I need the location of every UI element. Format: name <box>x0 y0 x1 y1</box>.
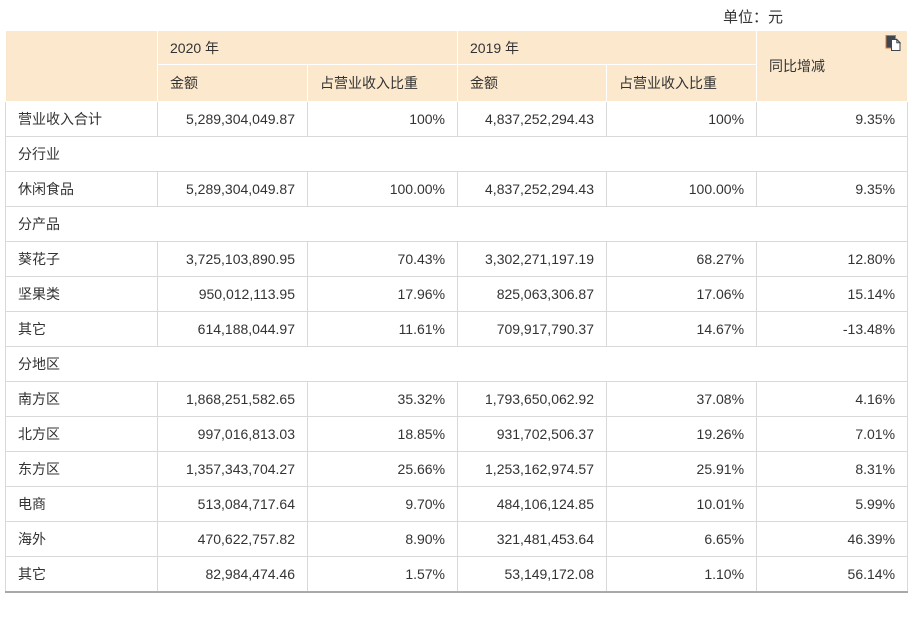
row-label-cell: 其它 <box>5 556 158 593</box>
unit-label: 单位：元 <box>722 9 783 26</box>
amount-2019-header: 金额 <box>457 64 608 102</box>
ratio-2020-cell: 35.32% <box>306 381 459 417</box>
table-row: 北方区 997,016,813.03 18.85% 931,702,506.37 19.… <box>5 416 909 452</box>
table-row: 休闲食品 5,289,304,049.87 100.00% 4,837,252,294… <box>5 171 909 207</box>
table-row: 海外 470,622,757.82 8.90% 321,481,453.64 6.65%… <box>5 521 909 557</box>
amount-2020-cell: 82,984,474.46 <box>157 556 308 593</box>
amount-2020-header: 金额 <box>157 64 308 102</box>
row-label-cell: 营业收入合计 <box>5 101 158 137</box>
ratio-2020-cell: 18.85% <box>306 416 459 452</box>
amount-2020-cell: 3,725,103,890.95 <box>157 241 308 277</box>
row-label-cell: 南方区 <box>5 381 158 417</box>
ratio-2019-cell: 10.01% <box>606 486 758 522</box>
ratio-2019-cell: 17.06% <box>606 276 758 312</box>
ratio-2019-cell: 68.27% <box>606 241 758 277</box>
revenue-breakdown-table: 2020 年 2019 年 同比增减 金额 占营业收入比重 金额 占营业收入比重… <box>4 30 909 593</box>
ratio-2019-cell: 100% <box>606 101 758 137</box>
amount-2020-cell: 950,012,113.95 <box>157 276 308 312</box>
yoy-cell: -13.48% <box>756 311 909 347</box>
ratio-2019-cell: 19.26% <box>606 416 758 452</box>
section-label-cell: 分地区 <box>4 346 909 382</box>
amount-2019-cell: 1,253,162,974.57 <box>457 451 608 487</box>
table-row: 坚果类 950,012,113.95 17.96% 825,063,306.87 17.… <box>5 276 909 312</box>
yoy-cell: 7.01% <box>756 416 909 452</box>
ratio-2019-cell: 100.00% <box>606 171 758 207</box>
ratio-2020-cell: 70.43% <box>306 241 459 277</box>
ratio-2020-cell: 100% <box>306 101 459 137</box>
yoy-header-cell: 同比增减 <box>756 30 909 102</box>
ratio-2019-cell: 1.10% <box>606 556 758 593</box>
yoy-cell: 15.14% <box>756 276 909 312</box>
ratio-2019-header: 占营业收入比重 <box>606 64 758 102</box>
amount-2020-cell: 5,289,304,049.87 <box>157 101 308 137</box>
table-header: 2020 年 2019 年 同比增减 金额 占营业收入比重 金额 占营业收入比重 <box>5 30 909 102</box>
amount-2020-cell: 470,622,757.82 <box>157 521 308 557</box>
yoy-cell: 56.14% <box>756 556 909 593</box>
amount-2020-cell: 614,188,044.97 <box>157 311 308 347</box>
ratio-2019-cell: 37.08% <box>606 381 758 417</box>
row-label-cell: 海外 <box>5 521 158 557</box>
yoy-header-label: 同比增减 <box>769 58 826 74</box>
yoy-cell: 46.39% <box>756 521 909 557</box>
section-row: 分产品 <box>4 206 909 242</box>
row-label-cell: 葵花子 <box>5 241 158 277</box>
section-row: 分行业 <box>4 136 909 172</box>
amount-2019-cell: 4,837,252,294.43 <box>457 101 608 137</box>
section-row: 分地区 <box>4 346 909 382</box>
yoy-cell: 9.35% <box>756 101 909 137</box>
ratio-2020-cell: 1.57% <box>306 556 459 593</box>
row-label-cell: 坚果类 <box>5 276 158 312</box>
amount-2020-cell: 5,289,304,049.87 <box>157 171 308 207</box>
ratio-2019-cell: 14.67% <box>606 311 758 347</box>
section-label-cell: 分产品 <box>4 206 909 242</box>
yoy-cell: 8.31% <box>756 451 909 487</box>
ratio-2019-cell: 6.65% <box>606 521 758 557</box>
yoy-cell: 4.16% <box>756 381 909 417</box>
row-label-cell: 北方区 <box>5 416 158 452</box>
ratio-2020-cell: 9.70% <box>306 486 459 522</box>
amount-2020-cell: 1,868,251,582.65 <box>157 381 308 417</box>
row-label-cell: 其它 <box>5 311 158 347</box>
yoy-cell: 5.99% <box>756 486 909 522</box>
amount-2019-cell: 709,917,790.37 <box>457 311 608 347</box>
amount-2019-cell: 53,149,172.08 <box>457 556 608 593</box>
amount-2020-cell: 1,357,343,704.27 <box>157 451 308 487</box>
yoy-cell: 9.35% <box>756 171 909 207</box>
ratio-2020-cell: 11.61% <box>306 311 459 347</box>
row-label-cell: 东方区 <box>5 451 158 487</box>
section-label-cell: 分行业 <box>4 136 909 172</box>
corner-header-cell <box>5 30 158 102</box>
copy-icon[interactable] <box>885 34 902 52</box>
ratio-2019-cell: 25.91% <box>606 451 758 487</box>
ratio-2020-header: 占营业收入比重 <box>306 64 459 102</box>
ratio-2020-cell: 100.00% <box>306 171 459 207</box>
row-label-cell: 休闲食品 <box>5 171 158 207</box>
table-row: 东方区 1,357,343,704.27 25.66% 1,253,162,974.5… <box>5 451 909 487</box>
amount-2019-cell: 4,837,252,294.43 <box>457 171 608 207</box>
year-2020-header: 2020 年 <box>156 30 459 65</box>
table-row: 其它 614,188,044.97 11.61% 709,917,790.37 14.6… <box>5 311 909 347</box>
table-row: 电商 513,084,717.64 9.70% 484,106,124.85 10.01… <box>5 486 909 522</box>
table-body: 营业收入合计 5,289,304,049.87 100% 4,837,252,294.… <box>4 101 909 593</box>
table-row: 葵花子 3,725,103,890.95 70.43% 3,302,271,197.1… <box>5 241 909 277</box>
year-2019-header: 2019 年 <box>457 30 758 65</box>
yoy-cell: 12.80% <box>756 241 909 277</box>
amount-2020-cell: 997,016,813.03 <box>157 416 308 452</box>
amount-2019-cell: 3,302,271,197.19 <box>457 241 608 277</box>
table-row: 其它 82,984,474.46 1.57% 53,149,172.08 1.10% 56… <box>5 556 909 593</box>
table-row: 南方区 1,868,251,582.65 35.32% 1,793,650,062.9… <box>5 381 909 417</box>
amount-2019-cell: 1,793,650,062.92 <box>457 381 608 417</box>
amount-2019-cell: 931,702,506.37 <box>457 416 608 452</box>
amount-2019-cell: 484,106,124.85 <box>457 486 608 522</box>
amount-2019-cell: 825,063,306.87 <box>457 276 608 312</box>
ratio-2020-cell: 17.96% <box>306 276 459 312</box>
table-row: 营业收入合计 5,289,304,049.87 100% 4,837,252,294.… <box>5 101 909 137</box>
ratio-2020-cell: 8.90% <box>306 521 459 557</box>
amount-2020-cell: 513,084,717.64 <box>157 486 308 522</box>
row-label-cell: 电商 <box>5 486 158 522</box>
amount-2019-cell: 321,481,453.64 <box>457 521 608 557</box>
ratio-2020-cell: 25.66% <box>306 451 459 487</box>
